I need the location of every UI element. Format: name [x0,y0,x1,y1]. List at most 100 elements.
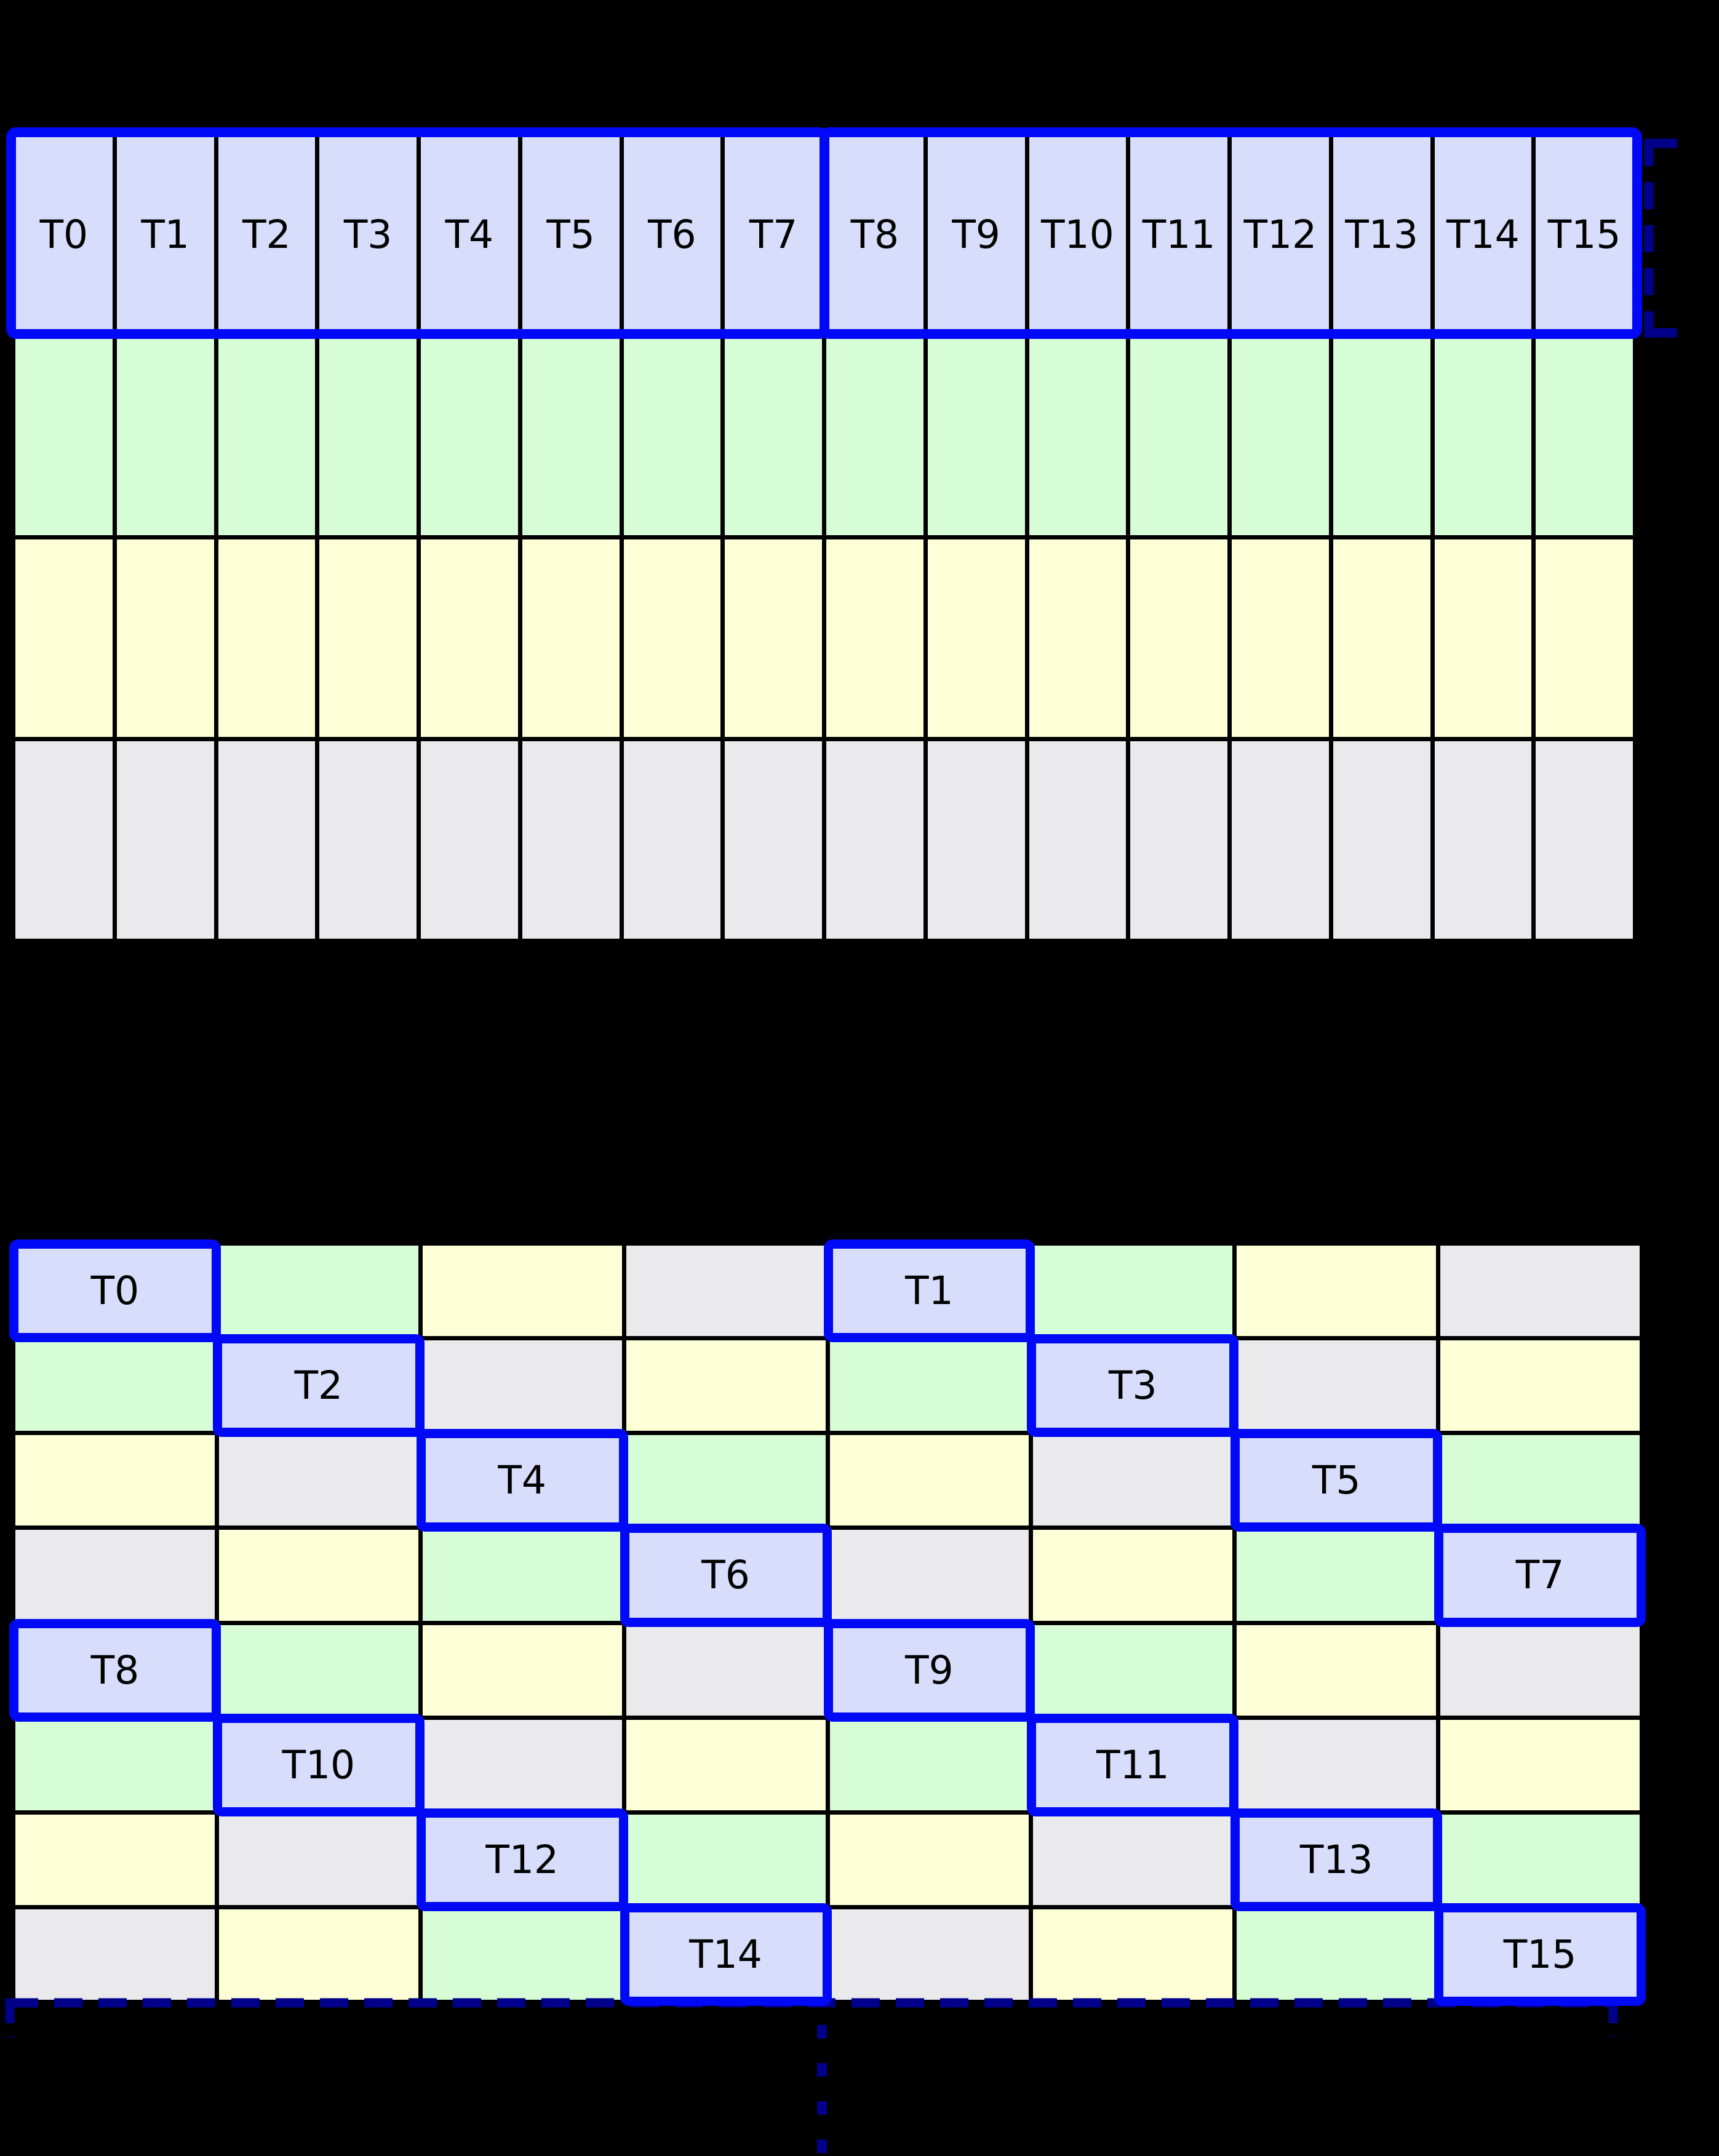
matrix-cell [15,1909,215,2000]
matrix-cell [319,741,417,939]
matrix-cell [623,741,721,939]
thread-header-cell: T8 [826,136,923,333]
thread-label: T10 [1041,212,1114,257]
matrix-cell [218,1814,418,1905]
matrix-cell [1029,338,1127,535]
thread-access-cell: T2 [212,1334,425,1438]
thread-label: T1 [141,212,189,257]
thread-header-cell: T0 [15,136,113,333]
thread-header-cell: T11 [1130,136,1227,333]
thread-access-cell: T1 [823,1239,1035,1343]
matrix-cell [1237,1719,1437,1810]
thread-header-cell: T13 [1333,136,1430,333]
matrix-cell [421,741,518,939]
matrix-cell [15,1530,215,1621]
matrix-cell [927,338,1025,535]
thread-header-cell: T3 [319,136,417,333]
matrix-cell [15,1719,215,1810]
thread-label: T0 [39,212,89,257]
thread-label: T14 [689,1931,762,1977]
thread-label: T11 [1096,1742,1170,1788]
matrix-cell [826,338,923,535]
matrix-cell [1536,338,1633,535]
matrix-cell [1033,1909,1233,2000]
thread-label: T13 [1345,212,1418,257]
matrix-cell [725,741,822,939]
thread-header-cell: T15 [1536,136,1633,333]
row-major-matrix-grid: T0 T1 T2 T3 T4 T5 T6 T7 T8 T9 T10 T11 T12 T13 T14 T15 [6,127,1642,943]
thread-label: T12 [485,1837,559,1882]
matrix-cell [1232,741,1329,939]
thread-label: T13 [1299,1837,1373,1882]
matrix-cell [623,338,721,535]
matrix-cell [1434,741,1532,939]
matrix-cell [319,338,417,535]
thread-label: T9 [905,1647,954,1693]
matrix-cell [1440,1246,1640,1337]
matrix-cell [218,1909,418,2000]
matrix-cell [15,1435,215,1526]
thread-label: T3 [343,212,393,257]
thread-header-cell: T5 [522,136,620,333]
matrix-cell [1033,1814,1233,1905]
thread-access-cell: T11 [1027,1713,1239,1816]
matrix-cell [1440,1340,1640,1431]
thread-label: T7 [1515,1553,1565,1598]
matrix-cell [626,1340,826,1431]
matrix-cell [725,539,822,737]
matrix-cell [829,1814,1029,1905]
matrix-cell [1333,338,1430,535]
matrix-cell [1029,741,1127,939]
matrix-cell [116,539,214,737]
matrix-cell [1033,1625,1233,1716]
matrix-cell [421,539,518,737]
matrix-cell [626,1435,826,1526]
thread-label: T4 [498,1458,546,1503]
matrix-cell [422,1719,622,1810]
matrix-cell [15,1340,215,1431]
thread-header-cell: T12 [1232,136,1329,333]
thread-label: T8 [90,1647,140,1693]
matrix-cell [1130,539,1227,737]
thread-access-cell: T3 [1027,1334,1239,1438]
matrix-cell [522,539,620,737]
matrix-cell [422,1530,622,1621]
thread-access-cell: T7 [1434,1524,1646,1627]
thread-access-cell: T8 [9,1618,221,1722]
matrix-cell [1130,741,1227,939]
matrix-cell [1440,1814,1640,1905]
matrix-cell [1130,338,1227,535]
dashed-bracket-below-icon [5,1998,1618,2037]
thread-label: T9 [952,212,1000,257]
matrix-cell [829,1909,1029,2000]
matrix-cell [319,539,417,737]
thread-access-cell: T12 [416,1808,628,1911]
matrix-cell [829,1719,1029,1810]
thread-label: T12 [1243,212,1317,257]
matrix-cell [522,741,620,939]
matrix-cell [1440,1625,1640,1716]
matrix-cell [218,741,316,939]
thread-access-cell: T13 [1230,1808,1443,1911]
matrix-cell [1237,1340,1437,1431]
matrix-cell [623,539,721,737]
matrix-cell [1536,741,1633,939]
thread-access-cell: T9 [823,1618,1035,1722]
matrix-cell [626,1719,826,1810]
matrix-cell [1237,1625,1437,1716]
matrix-cell [422,1909,622,2000]
thread-header-cell: T9 [927,136,1025,333]
matrix-cell [116,338,214,535]
thread-access-cell: T0 [9,1239,221,1343]
thread-header-cell: T4 [421,136,518,333]
thread-label: T2 [294,1363,343,1409]
matrix-cell [626,1625,826,1716]
thread-label: T8 [850,212,899,257]
matrix-cell [1033,1246,1233,1337]
matrix-cell [522,338,620,535]
thread-label: T1 [905,1268,954,1314]
matrix-cell [218,1530,418,1621]
thread-access-cell: T6 [620,1524,832,1627]
matrix-cell [1033,1435,1233,1526]
matrix-cell [826,741,923,939]
